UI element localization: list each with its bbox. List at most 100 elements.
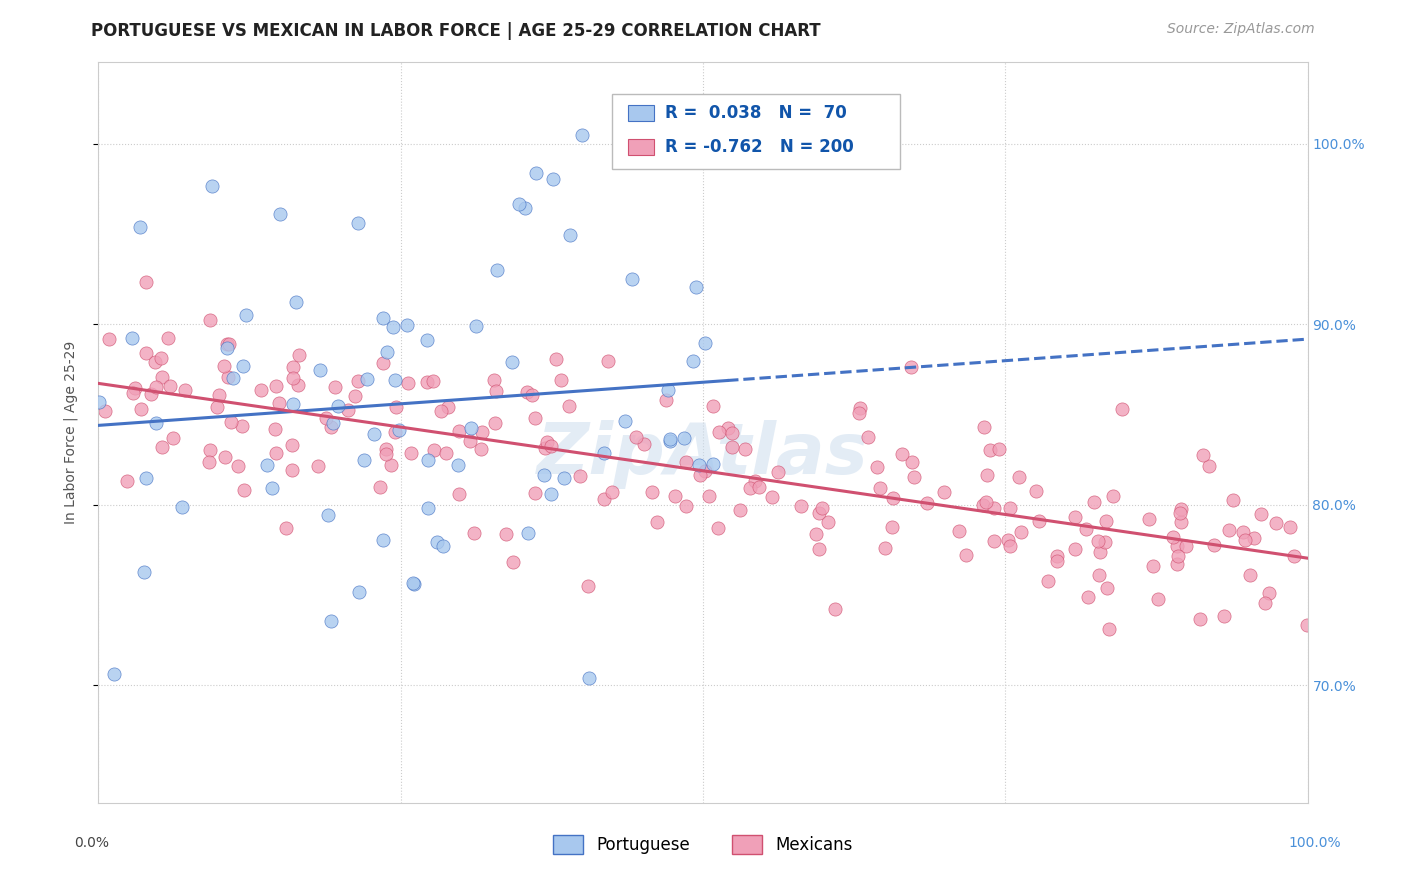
Point	[1188, 612, 1211, 626]
Point	[543, 172, 565, 186]
Point	[1254, 596, 1277, 610]
Point	[1166, 539, 1188, 553]
Point	[373, 356, 395, 370]
Point	[349, 584, 371, 599]
Point	[465, 319, 488, 334]
Point	[720, 440, 742, 454]
Point	[808, 506, 831, 520]
Point	[1094, 535, 1116, 549]
Point	[1097, 581, 1119, 595]
Point	[882, 491, 904, 505]
Point	[523, 410, 546, 425]
Point	[267, 396, 290, 410]
Point	[399, 446, 422, 460]
Point	[326, 399, 349, 413]
Point	[470, 442, 492, 456]
Point	[323, 380, 346, 394]
Point	[284, 294, 307, 309]
Point	[592, 446, 614, 460]
Point	[256, 458, 278, 472]
Point	[228, 458, 250, 473]
Point	[536, 434, 558, 449]
Point	[533, 467, 555, 482]
Point	[276, 521, 298, 535]
Point	[824, 602, 846, 616]
Point	[200, 313, 222, 327]
Point	[135, 275, 157, 289]
Point	[266, 446, 288, 460]
Point	[347, 216, 370, 230]
Point	[1202, 538, 1225, 552]
Point	[516, 384, 538, 399]
Point	[447, 458, 470, 472]
Point	[1101, 489, 1123, 503]
Point	[212, 359, 235, 373]
Point	[675, 500, 697, 514]
Point	[695, 336, 717, 351]
Point	[972, 498, 994, 512]
Point	[515, 201, 537, 215]
Point	[422, 443, 444, 458]
Point	[1170, 516, 1192, 530]
Point	[235, 308, 257, 322]
Point	[655, 392, 678, 407]
Point	[948, 524, 970, 538]
Point	[482, 373, 505, 387]
Point	[1166, 557, 1188, 571]
Point	[560, 227, 582, 242]
Point	[534, 442, 557, 456]
Point	[159, 379, 181, 393]
Point	[1218, 523, 1240, 537]
Point	[460, 421, 482, 435]
Point	[150, 440, 173, 454]
Point	[508, 197, 530, 211]
Point	[375, 447, 398, 461]
Point	[672, 431, 695, 445]
Point	[1163, 529, 1185, 543]
Point	[578, 672, 600, 686]
Point	[145, 380, 167, 394]
Point	[520, 387, 543, 401]
Point	[544, 352, 567, 367]
Point	[221, 415, 243, 429]
Point	[385, 401, 408, 415]
Point	[1258, 586, 1281, 600]
Point	[1243, 531, 1265, 545]
Point	[264, 379, 287, 393]
Point	[143, 355, 166, 369]
Point	[318, 508, 340, 522]
Point	[416, 501, 439, 516]
Point	[721, 426, 744, 441]
Point	[150, 351, 173, 366]
Point	[384, 425, 406, 439]
Point	[811, 500, 834, 515]
Point	[281, 463, 304, 477]
Point	[430, 403, 453, 417]
Point	[287, 377, 309, 392]
Point	[578, 579, 600, 593]
Point	[221, 371, 243, 385]
Point	[173, 383, 195, 397]
Point	[744, 475, 766, 489]
Point	[973, 420, 995, 434]
Point	[135, 470, 157, 484]
Point	[347, 375, 370, 389]
Point	[657, 383, 679, 397]
Point	[288, 348, 311, 362]
Point	[283, 359, 305, 374]
Point	[848, 401, 870, 415]
Point	[900, 455, 922, 469]
Point	[900, 360, 922, 375]
Point	[1087, 568, 1109, 582]
Point	[702, 457, 724, 471]
Point	[363, 426, 385, 441]
Point	[426, 534, 449, 549]
Point	[1282, 549, 1305, 564]
Point	[485, 384, 508, 399]
Point	[437, 400, 460, 414]
Point	[214, 450, 236, 464]
Point	[375, 345, 398, 359]
Point	[866, 459, 889, 474]
Point	[1077, 590, 1099, 604]
Point	[647, 516, 669, 530]
